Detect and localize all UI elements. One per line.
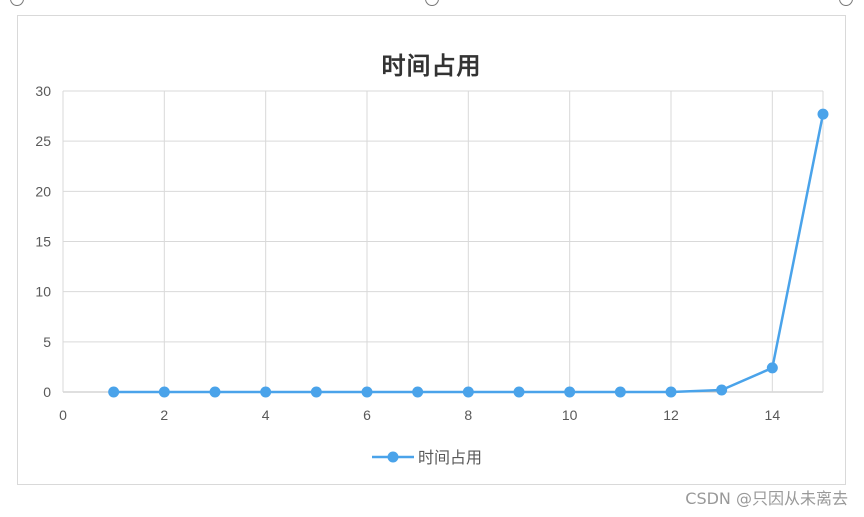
axes: 0 5 10 15 20 25 30 0 2 4 6 8 10 12 14: [35, 83, 780, 423]
data-point[interactable]: [614, 386, 626, 398]
y-tick-label: 25: [35, 133, 51, 149]
grid-lines: [62, 90, 824, 393]
data-point[interactable]: [665, 386, 677, 398]
legend: 时间占用: [372, 449, 482, 467]
x-tick-label: 14: [765, 407, 781, 423]
y-tick-label: 20: [35, 183, 51, 199]
data-point[interactable]: [716, 384, 728, 396]
data-point[interactable]: [209, 386, 221, 398]
x-tick-label: 2: [160, 407, 168, 423]
data-point[interactable]: [564, 386, 576, 398]
x-tick-label: 12: [663, 407, 679, 423]
y-tick-label: 5: [43, 334, 51, 350]
series-layer: [108, 108, 829, 398]
x-tick-label: 0: [59, 407, 67, 423]
y-tick-label: 30: [35, 83, 51, 99]
legend-label: 时间占用: [418, 449, 482, 467]
x-tick-label: 4: [262, 407, 270, 423]
data-point[interactable]: [817, 108, 829, 120]
data-point[interactable]: [310, 386, 322, 398]
x-tick-label: 8: [464, 407, 472, 423]
data-point[interactable]: [766, 362, 778, 374]
chart-container[interactable]: 时间占用: [17, 15, 846, 485]
y-tick-label: 10: [35, 284, 51, 300]
watermark: CSDN @只因从未离去: [685, 489, 848, 508]
data-point[interactable]: [462, 386, 474, 398]
data-point[interactable]: [412, 386, 424, 398]
data-point[interactable]: [260, 386, 272, 398]
legend-marker: [387, 451, 399, 463]
y-tick-label: 0: [43, 384, 51, 400]
y-tick-label: 15: [35, 234, 51, 250]
data-point[interactable]: [361, 386, 373, 398]
x-tick-label: 10: [562, 407, 578, 423]
data-point[interactable]: [108, 386, 120, 398]
x-tick-label: 6: [363, 407, 371, 423]
chart-title: 时间占用: [381, 51, 482, 80]
data-point[interactable]: [158, 386, 170, 398]
data-point[interactable]: [513, 386, 525, 398]
